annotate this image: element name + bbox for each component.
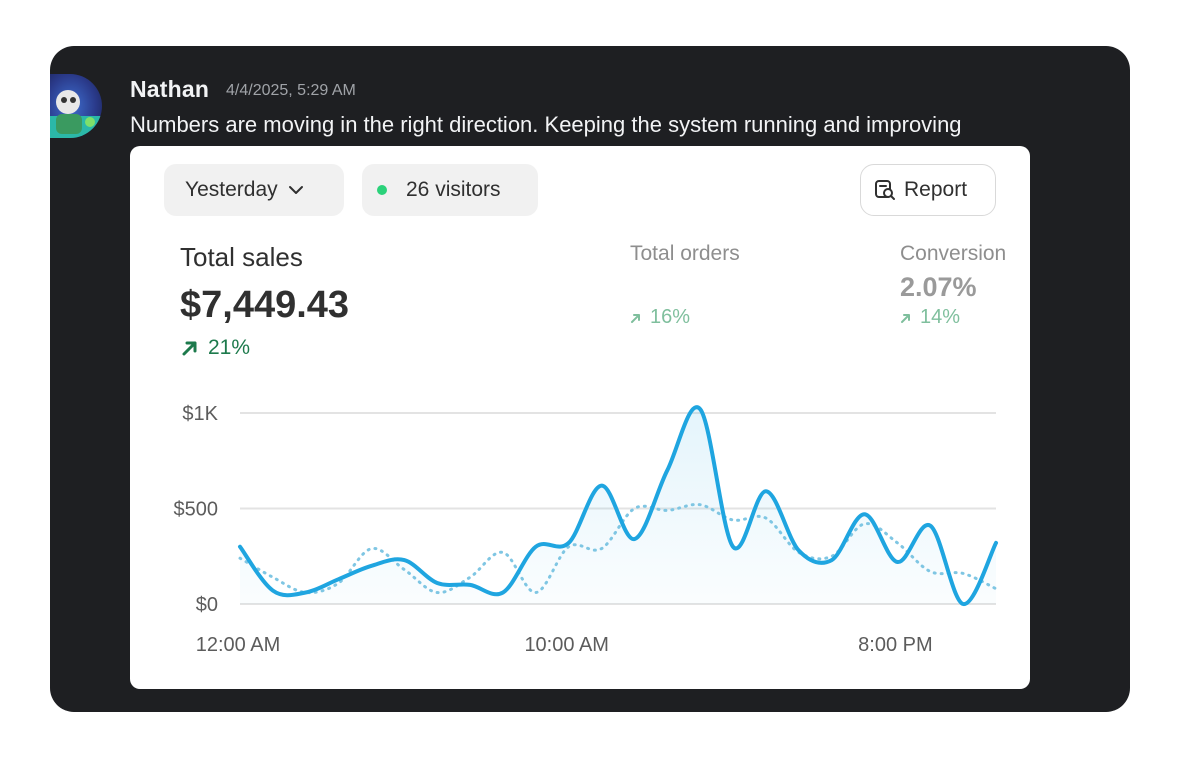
conversion-label: Conversion (900, 242, 1007, 265)
y-tick-label: $1K (182, 403, 218, 425)
comparison-series-line (238, 502, 998, 595)
message-author[interactable]: Nathan (130, 76, 210, 102)
report-button-label: Report (904, 178, 968, 201)
total-sales-trend: 21% (180, 336, 250, 360)
period-select[interactable]: Yesterday (164, 164, 344, 216)
arrow-up-right-icon (182, 341, 197, 356)
current-series-line (238, 405, 998, 606)
live-dot-icon (377, 185, 387, 195)
message-timestamp: 4/4/2025, 5:29 AM (226, 82, 356, 99)
sales-dashboard-image[interactable]: Yesterday 26 visitors Report Total sales… (130, 146, 1030, 689)
current-series-area (240, 407, 996, 605)
chevron-down-icon (288, 185, 304, 195)
total-orders-label: Total orders (630, 242, 740, 265)
conversion-value: 2.07% (900, 272, 977, 302)
total-sales-label: Total sales (180, 242, 303, 272)
report-search-icon (875, 180, 895, 200)
total-sales-value: $7,449.43 (180, 284, 350, 326)
y-tick-label: $0 (196, 594, 218, 616)
period-select-label: Yesterday (185, 178, 278, 201)
report-button[interactable]: Report (860, 164, 996, 216)
x-tick-label: 10:00 AM (524, 634, 609, 656)
conversion-trend: 14% (900, 306, 960, 329)
visitors-badge: 26 visitors (362, 164, 538, 216)
conversion-trend-value: 14% (920, 306, 961, 328)
total-orders-trend: 16% (630, 306, 690, 329)
x-tick-label: 8:00 PM (858, 634, 932, 656)
avatar[interactable] (50, 74, 102, 138)
arrow-up-right-icon (901, 313, 910, 323)
arrow-up-right-icon (631, 313, 640, 323)
sales-line-chart: $0 $500 $1K 12:00 AM 10:00 AM 8:00 PM (174, 403, 998, 656)
visitors-count: 26 visitors (406, 178, 501, 201)
y-tick-label: $500 (174, 499, 219, 521)
total-sales-trend-value: 21% (208, 336, 251, 359)
message-text: Numbers are moving in the right directio… (130, 112, 962, 137)
chat-message-card: Nathan 4/4/2025, 5:29 AM Numbers are mov… (50, 46, 1130, 712)
x-tick-label: 12:00 AM (196, 634, 281, 656)
total-orders-trend-value: 16% (650, 306, 691, 328)
